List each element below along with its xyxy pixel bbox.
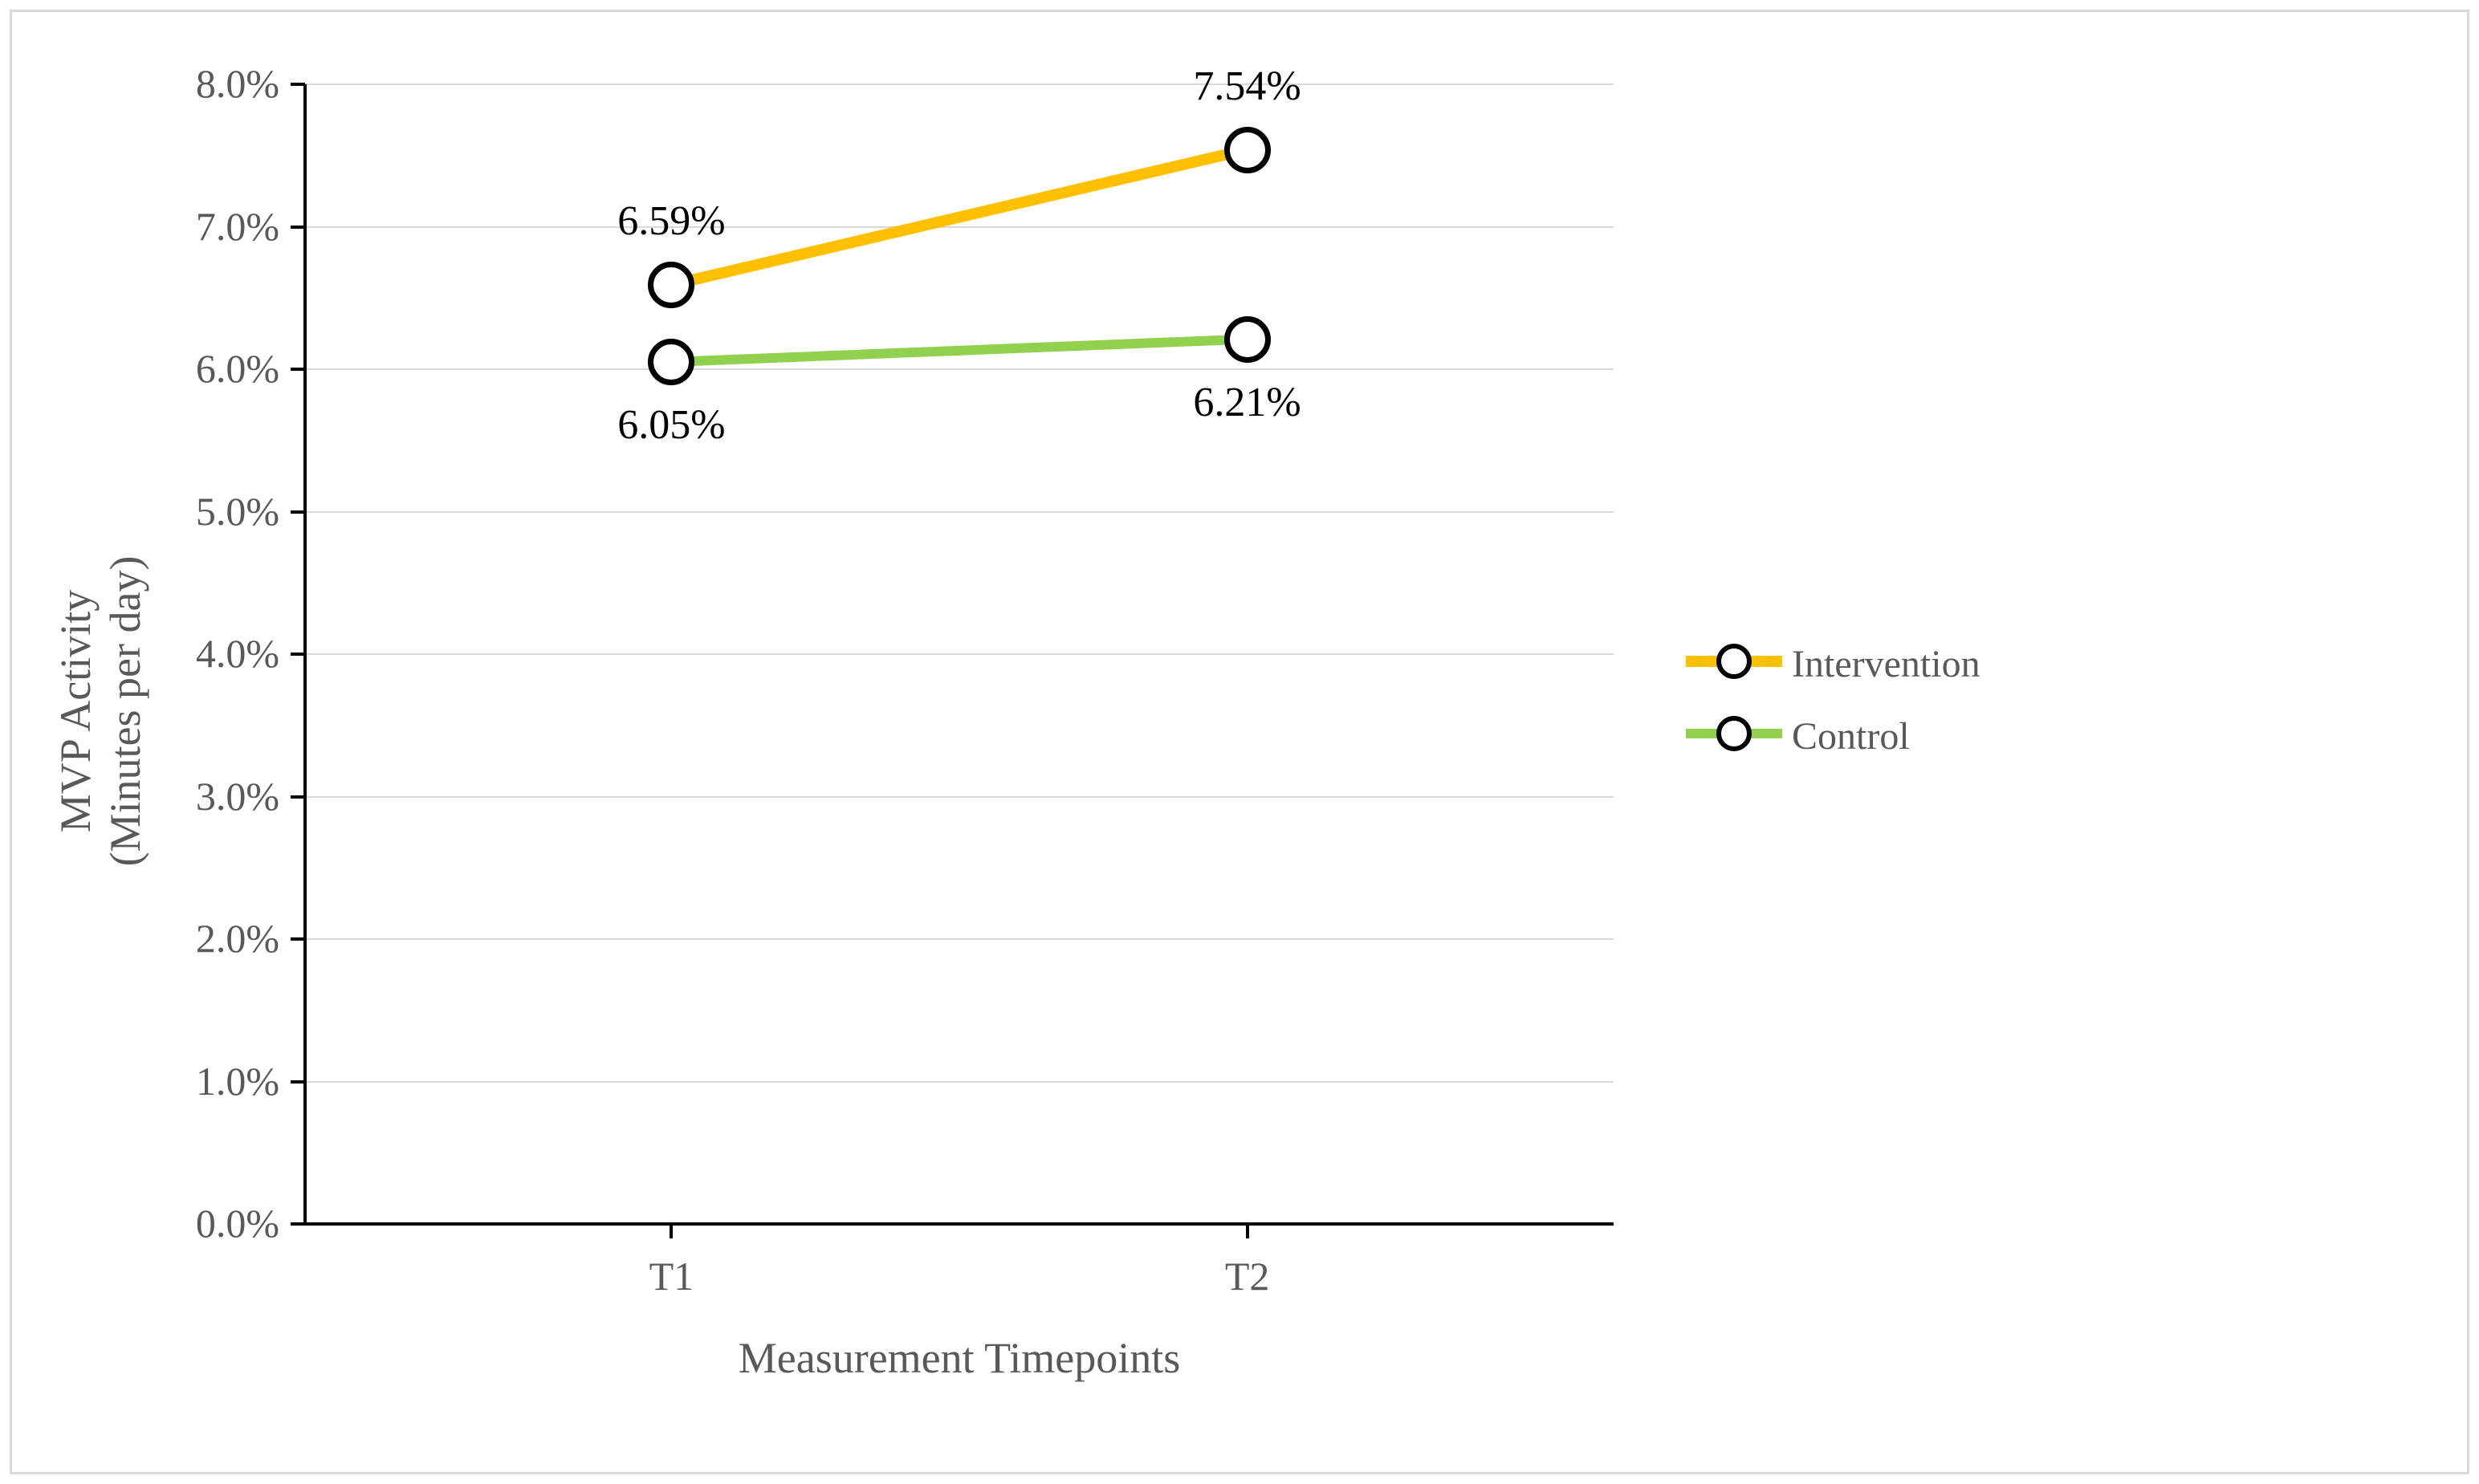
x-axis-title: Measurement Timepoints (739, 1333, 1181, 1383)
gridline (305, 796, 1614, 798)
y-axis-title-line1: MVP Activity (51, 556, 100, 867)
data-label: 6.05% (617, 401, 725, 449)
series-marker-intervention (1224, 127, 1271, 173)
series-marker-control (1224, 316, 1271, 363)
data-label: 7.54% (1193, 63, 1301, 110)
gridline (305, 653, 1614, 655)
y-tick-label: 5.0% (196, 488, 279, 535)
plot-area (305, 84, 1614, 1224)
y-axis-title-box: MVP Activity(Minutes per day) (28, 483, 173, 939)
y-tick-label: 7.0% (196, 203, 279, 250)
y-axis-line (303, 84, 307, 1224)
legend-label-intervention: Intervention (1792, 642, 1980, 686)
x-tick-label: T2 (1225, 1253, 1270, 1299)
series-marker-intervention (648, 262, 694, 308)
legend-marker-control (1716, 716, 1752, 751)
y-axis-title-line2: (Minutes per day) (100, 556, 150, 867)
data-label: 6.21% (1193, 379, 1301, 426)
y-tick-label: 4.0% (196, 630, 279, 677)
gridline (305, 83, 1614, 85)
gridline (305, 938, 1614, 940)
x-tick-label: T1 (649, 1253, 694, 1299)
series-line-control (671, 335, 1248, 367)
gridline (305, 226, 1614, 228)
data-label: 6.59% (617, 197, 725, 245)
y-tick-label: 3.0% (196, 773, 279, 819)
gridline (305, 368, 1614, 370)
x-axis-line (305, 1222, 1614, 1226)
series-line-intervention (670, 144, 1248, 291)
gridline (305, 511, 1614, 513)
series-marker-control (648, 339, 694, 385)
gridline (305, 1081, 1614, 1083)
y-tick-label: 0.0% (196, 1200, 279, 1246)
legend-marker-intervention (1716, 644, 1752, 679)
x-tick (1246, 1224, 1249, 1238)
y-tick-label: 6.0% (196, 345, 279, 392)
x-tick (670, 1224, 673, 1238)
legend-label-control: Control (1792, 714, 1910, 758)
y-tick-label: 1.0% (196, 1058, 279, 1104)
y-tick-label: 2.0% (196, 915, 279, 962)
y-tick-label: 8.0% (196, 60, 279, 107)
